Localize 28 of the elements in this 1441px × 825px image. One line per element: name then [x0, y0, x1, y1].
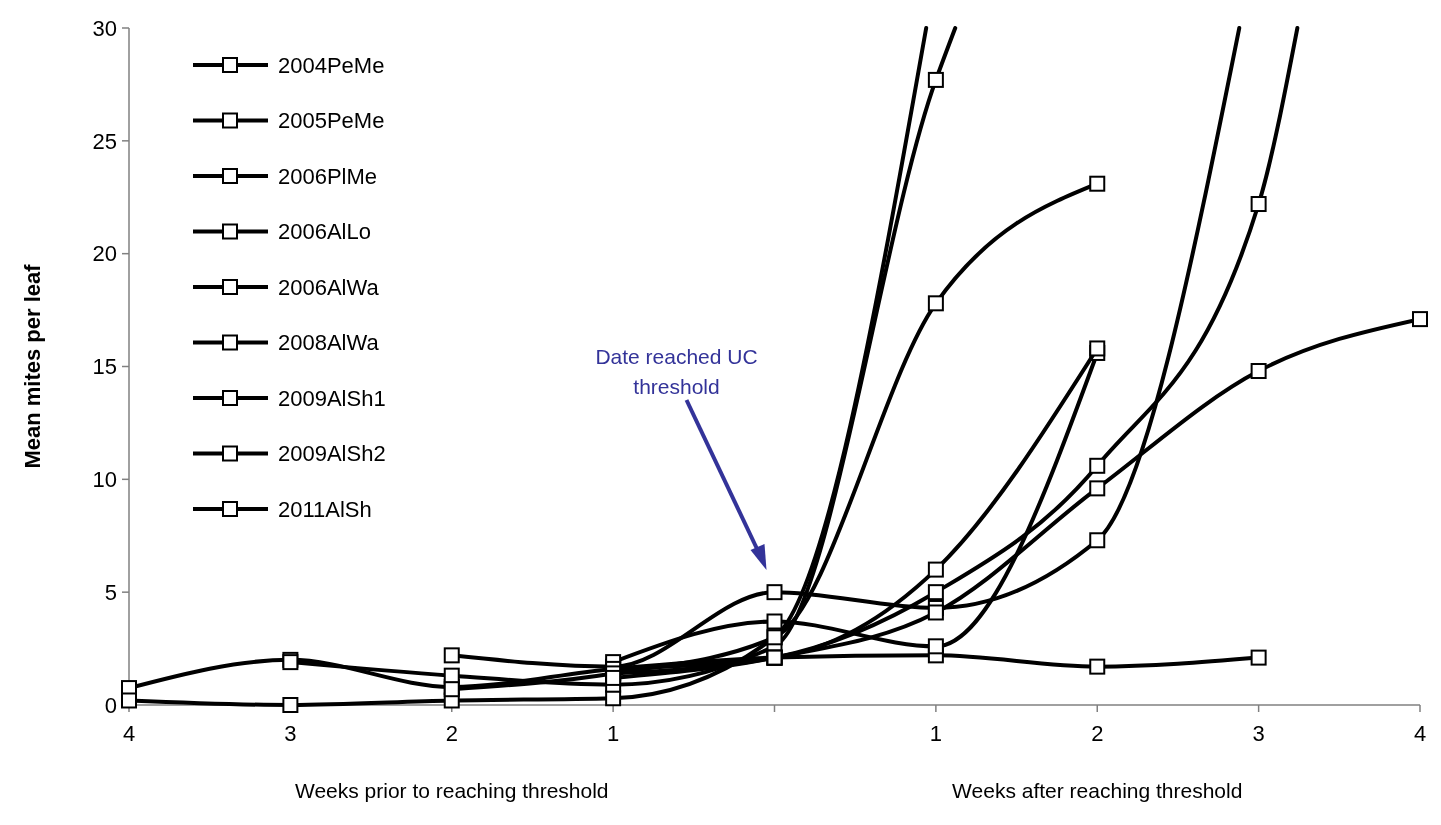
legend-label: 2006PlMe [278, 163, 378, 189]
x-tick-label: 2 [445, 721, 458, 746]
legend-label: 2006AlWa [278, 274, 380, 300]
y-tick-label: 0 [104, 692, 117, 718]
y-tick-label: 10 [92, 467, 117, 493]
x-tick-label: 1 [929, 721, 942, 746]
y-tick-label: 25 [92, 128, 117, 154]
annotation: Date reached UC threshold [595, 345, 758, 398]
x-tick-label: 3 [1252, 721, 1265, 746]
y-tick-label: 20 [92, 241, 117, 267]
legend-label: 2008AlWa [278, 330, 380, 356]
y-tick-label: 15 [92, 354, 117, 380]
legend-label: 2009AlSh2 [278, 441, 386, 467]
x-tick-label: 4 [1413, 721, 1427, 746]
legend-label: 2006AlLo [278, 219, 371, 245]
legend-label: 2011AlSh [278, 496, 372, 522]
x-axis-title: Weeks prior to reaching threshold [294, 779, 609, 802]
legend-label: 2005PeMe [278, 108, 385, 134]
x-tick-label: 1 [607, 721, 620, 746]
x-tick-label: 4 [122, 721, 136, 746]
legend-label: 2004PeMe [278, 52, 385, 78]
y-tick-label: 5 [104, 579, 117, 605]
x-tick-label: 2 [1091, 721, 1104, 746]
y-tick-label: 30 [92, 15, 117, 41]
y-axis-title: Mean mites per leaf [20, 263, 45, 469]
legend-label: 2009AlSh1 [278, 385, 386, 411]
text: Weeks after reaching threshold [952, 779, 1243, 802]
x-tick-label: 3 [284, 721, 297, 746]
